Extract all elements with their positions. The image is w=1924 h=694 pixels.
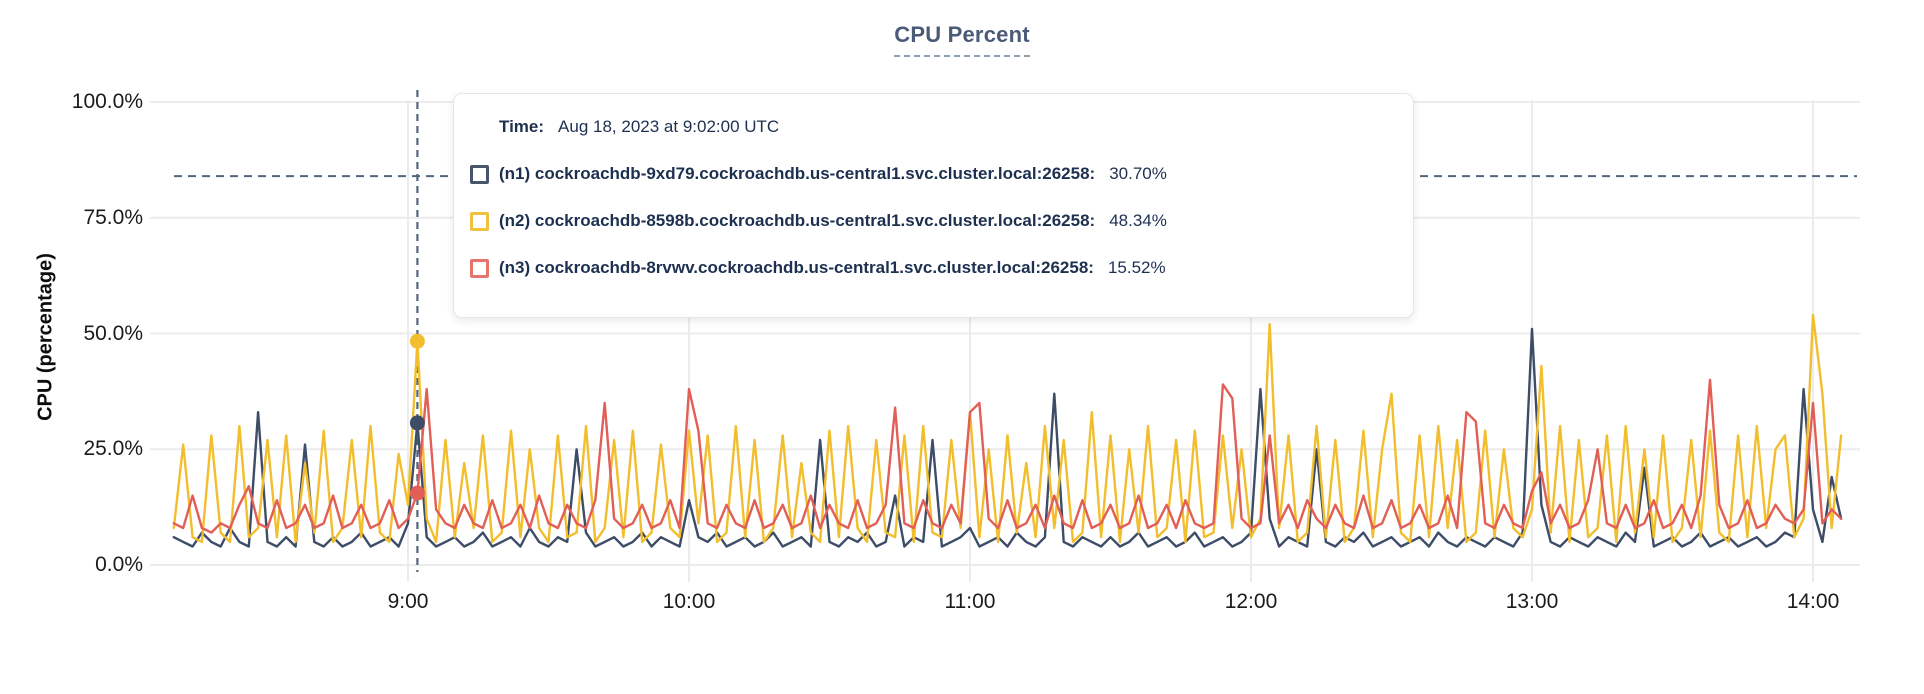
- series-line-n3: [172, 378, 1843, 534]
- series-n1-legend-swatch-icon: [470, 164, 489, 184]
- tooltip-series-label: (n2) cockroachdb-8598b.cockroachdb.us-ce…: [499, 211, 1096, 230]
- tooltip-series-row-n3: (n3) cockroachdb-8rvwv.cockroachdb.us-ce…: [470, 257, 1413, 279]
- x-tick-label: 11:00: [944, 590, 996, 613]
- hover-dot-n3: [409, 485, 425, 501]
- hover-dot-n2: [409, 333, 425, 349]
- x-tick-label: 9:00: [387, 590, 429, 613]
- series-n2-legend-swatch-icon: [470, 211, 489, 231]
- tooltip-series-value: 48.34%: [1109, 211, 1167, 230]
- y-tick-label: 0.0%: [95, 553, 143, 576]
- y-tick-label: 100.0%: [71, 90, 143, 113]
- tooltip-series-label: (n3) cockroachdb-8rvwv.cockroachdb.us-ce…: [499, 258, 1094, 277]
- hover-dot-n1: [409, 415, 425, 431]
- series-n3-legend-swatch-icon: [470, 258, 489, 278]
- chart-title-text: CPU Percent: [894, 22, 1030, 57]
- x-tick-label: 14:00: [1786, 590, 1840, 613]
- tooltip-time-value: Aug 18, 2023 at 9:02:00 UTC: [558, 117, 780, 136]
- tooltip-time-label: Time:: [499, 117, 545, 136]
- x-tick-label: 13:00: [1505, 590, 1559, 613]
- y-tick-label: 25.0%: [83, 437, 143, 461]
- tooltip-series-row-n2: (n2) cockroachdb-8598b.cockroachdb.us-ce…: [470, 210, 1413, 232]
- tooltip-series-row-n1: (n1) cockroachdb-9xd79.cockroachdb.us-ce…: [470, 163, 1413, 185]
- series-line-n1: [172, 327, 1843, 548]
- tooltip-time-row: Time: Aug 18, 2023 at 9:02:00 UTC: [499, 116, 1413, 138]
- tooltip-series-value: 30.70%: [1109, 164, 1167, 183]
- x-tick-label: 12:00: [1224, 590, 1278, 613]
- x-tick-label: 10:00: [662, 590, 716, 613]
- y-tick-label: 75.0%: [83, 205, 143, 229]
- series-line-n2: [172, 313, 1843, 544]
- chart-tooltip: Time: Aug 18, 2023 at 9:02:00 UTC (n1) c…: [453, 93, 1414, 318]
- chart-title: CPU Percent: [0, 22, 1924, 57]
- tooltip-series-label: (n1) cockroachdb-9xd79.cockroachdb.us-ce…: [499, 164, 1096, 183]
- y-tick-label: 50.0%: [83, 321, 143, 345]
- tooltip-series-value: 15.52%: [1107, 258, 1166, 277]
